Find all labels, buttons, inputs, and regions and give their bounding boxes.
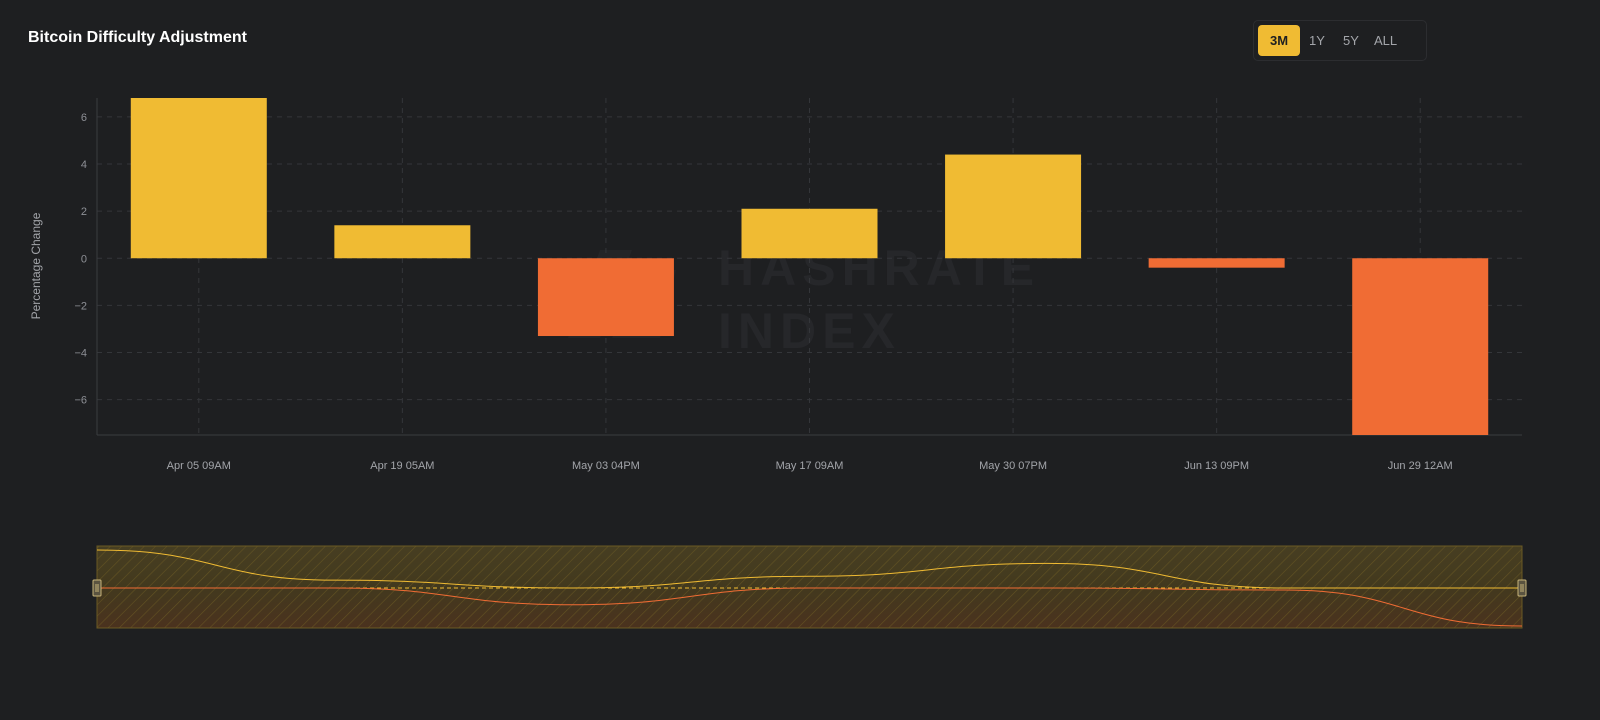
- navigator-positive-line: [96, 549, 1522, 589]
- x-tick-label: May 30 07PM: [979, 460, 1047, 472]
- x-axis-labels: Apr 05 09AM Apr 19 05AM May 03 04PM May 17 …: [167, 460, 1453, 472]
- bars: [130, 98, 1489, 435]
- bar-7[interactable]: [1352, 258, 1489, 435]
- range-button-5y[interactable]: 5Y: [1343, 33, 1359, 48]
- bar-1[interactable]: [130, 98, 267, 259]
- x-tick-label: Apr 19 05AM: [370, 460, 434, 472]
- navigator-negative-line: [96, 587, 1523, 627]
- y-tick-label: 2: [81, 206, 87, 218]
- x-tick-label: Jun 29 12AM: [1388, 460, 1453, 472]
- navigator-left-handle[interactable]: [92, 579, 102, 597]
- navigator-right-handle[interactable]: [1517, 579, 1527, 597]
- y-axis-ticks: 6 4 2 0 −2 −4 −6: [74, 112, 87, 407]
- x-tick-label: Jun 13 09PM: [1184, 460, 1249, 472]
- bar-2[interactable]: [334, 225, 471, 259]
- y-tick-label: 4: [81, 159, 87, 171]
- x-tick-label: Apr 05 09AM: [167, 460, 231, 472]
- x-tick-label: May 17 09AM: [776, 460, 844, 472]
- bar-4[interactable]: [741, 208, 878, 259]
- y-tick-label: 6: [81, 112, 87, 124]
- y-tick-label: −2: [74, 300, 87, 312]
- time-range-selector: 3M 1Y 5Y ALL: [1253, 20, 1427, 61]
- y-tick-label: 0: [81, 253, 87, 265]
- navigator-hatch: [97, 546, 1522, 628]
- range-button-1y[interactable]: 1Y: [1309, 33, 1325, 48]
- bar-5[interactable]: [945, 154, 1082, 259]
- y-tick-label: −6: [74, 395, 87, 407]
- y-axis-title: Percentage Change: [29, 212, 43, 319]
- bar-6[interactable]: [1148, 258, 1285, 268]
- watermark-line2: INDEX: [718, 303, 901, 359]
- x-tick-label: May 03 04PM: [572, 460, 640, 472]
- range-button-all[interactable]: ALL: [1374, 33, 1398, 48]
- y-tick-label: −4: [74, 348, 87, 360]
- range-button-3m[interactable]: 3M: [1258, 25, 1300, 56]
- chart-title: Bitcoin Difficulty Adjustment: [28, 29, 247, 46]
- range-navigator[interactable]: [92, 545, 1527, 629]
- bar-3[interactable]: [537, 258, 674, 337]
